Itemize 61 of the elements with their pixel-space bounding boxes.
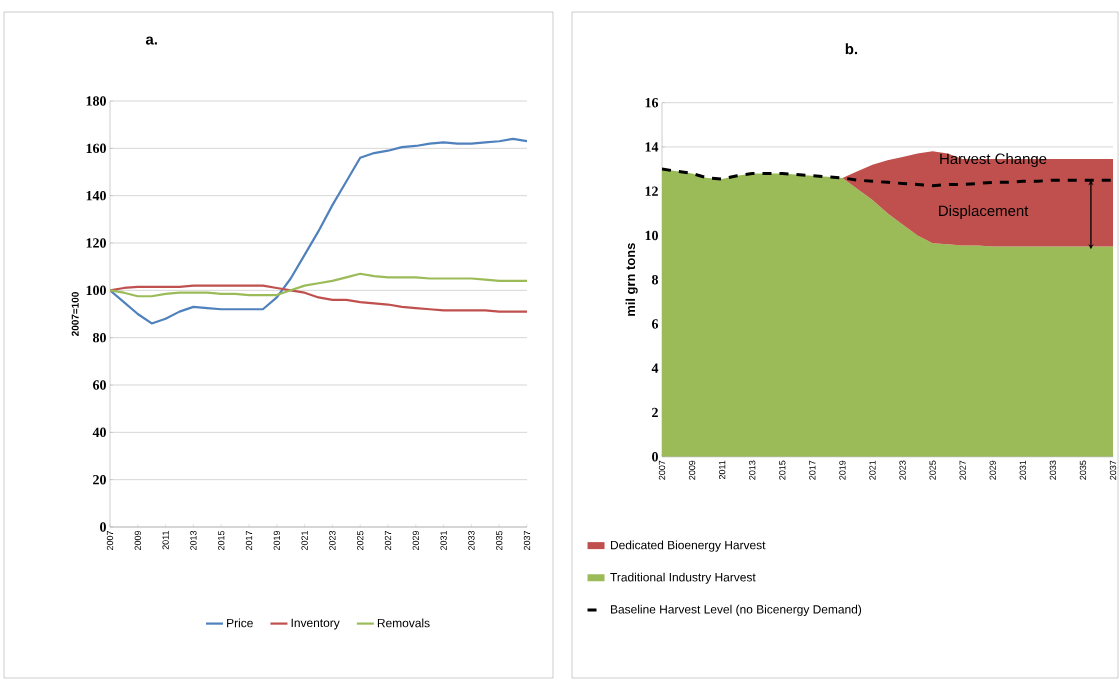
x-tick-label: 2021 [301,530,308,551]
x-tick-label: 2037 [1109,460,1117,480]
x-tick-label: 2015 [218,530,225,551]
legend-label: Removals [377,618,430,628]
legend-label: Price [227,618,253,628]
x-tick-label: 2009 [134,530,141,551]
y-tick-label: 80 [93,332,106,343]
x-tick-label: 2031 [440,530,447,551]
y-tick-label: 4 [651,363,659,373]
x-tick-label: 2013 [190,530,197,551]
x-tick-label: 2017 [809,460,816,480]
legend-label: Baseline Harvest Level (no Bicenergy Demand) [611,604,862,616]
x-tick-label: 2025 [929,460,936,480]
legend-label: Traditional Industry Harvest [610,572,756,584]
x-tick-label: 2013 [749,460,756,480]
legend-label: Inventory [291,618,340,630]
y-tick-label: 180 [86,96,106,106]
y-axis-title: 2007=100 [71,292,79,336]
x-tick-label: 2011 [162,530,169,550]
x-tick-label: 2027 [384,530,392,551]
x-tick-label: 2023 [329,530,336,551]
x-tick-label: 2035 [1079,460,1087,480]
y-tick-label: 14 [645,142,659,152]
y-tick-label: 60 [93,380,106,390]
x-tick-label: 2033 [468,530,475,551]
y-axis-title: mil grn tons [625,243,638,316]
y-tick-label: 100 [86,285,106,296]
x-tick-label: 2017 [245,530,253,551]
chart-title: b. [845,43,858,55]
y-tick-label: 10 [645,230,658,241]
x-tick-label: 2035 [496,530,503,551]
legend-label: Dedicated Bioenergy Harvest [611,540,766,552]
x-tick-label: 2029 [412,530,419,551]
x-tick-label: 2021 [869,460,876,480]
y-tick-label: 6 [652,319,659,329]
x-tick-label: 2015 [779,460,786,480]
y-tick-label: 40 [92,427,106,438]
x-tick-label: 2007 [658,460,666,480]
y-tick-label: 160 [86,143,106,154]
x-tick-label: 2031 [1019,460,1026,480]
x-tick-label: 2019 [273,530,280,551]
x-tick-label: 2011 [718,460,726,480]
y-tick-label: 0 [100,522,106,532]
x-tick-label: 2007 [106,530,114,551]
y-tick-label: 16 [645,98,659,108]
y-tick-label: 2 [652,407,658,418]
x-tick-label: 2027 [959,460,966,480]
y-tick-label: 140 [86,190,106,201]
x-tick-label: 2009 [688,460,696,480]
y-tick-label: 8 [651,274,659,285]
x-tick-label: 2029 [989,460,996,480]
x-tick-label: 2019 [839,460,846,480]
x-tick-label: 2033 [1049,460,1057,480]
y-tick-label: 12 [645,186,658,196]
x-tick-label: 2037 [523,530,531,551]
y-tick-label: 0 [652,451,658,462]
x-tick-label: 2023 [899,460,906,480]
y-tick-label: 20 [93,474,106,485]
chart-title: a. [145,36,157,45]
x-tick-label: 2025 [357,530,364,551]
y-tick-label: 120 [86,238,106,248]
